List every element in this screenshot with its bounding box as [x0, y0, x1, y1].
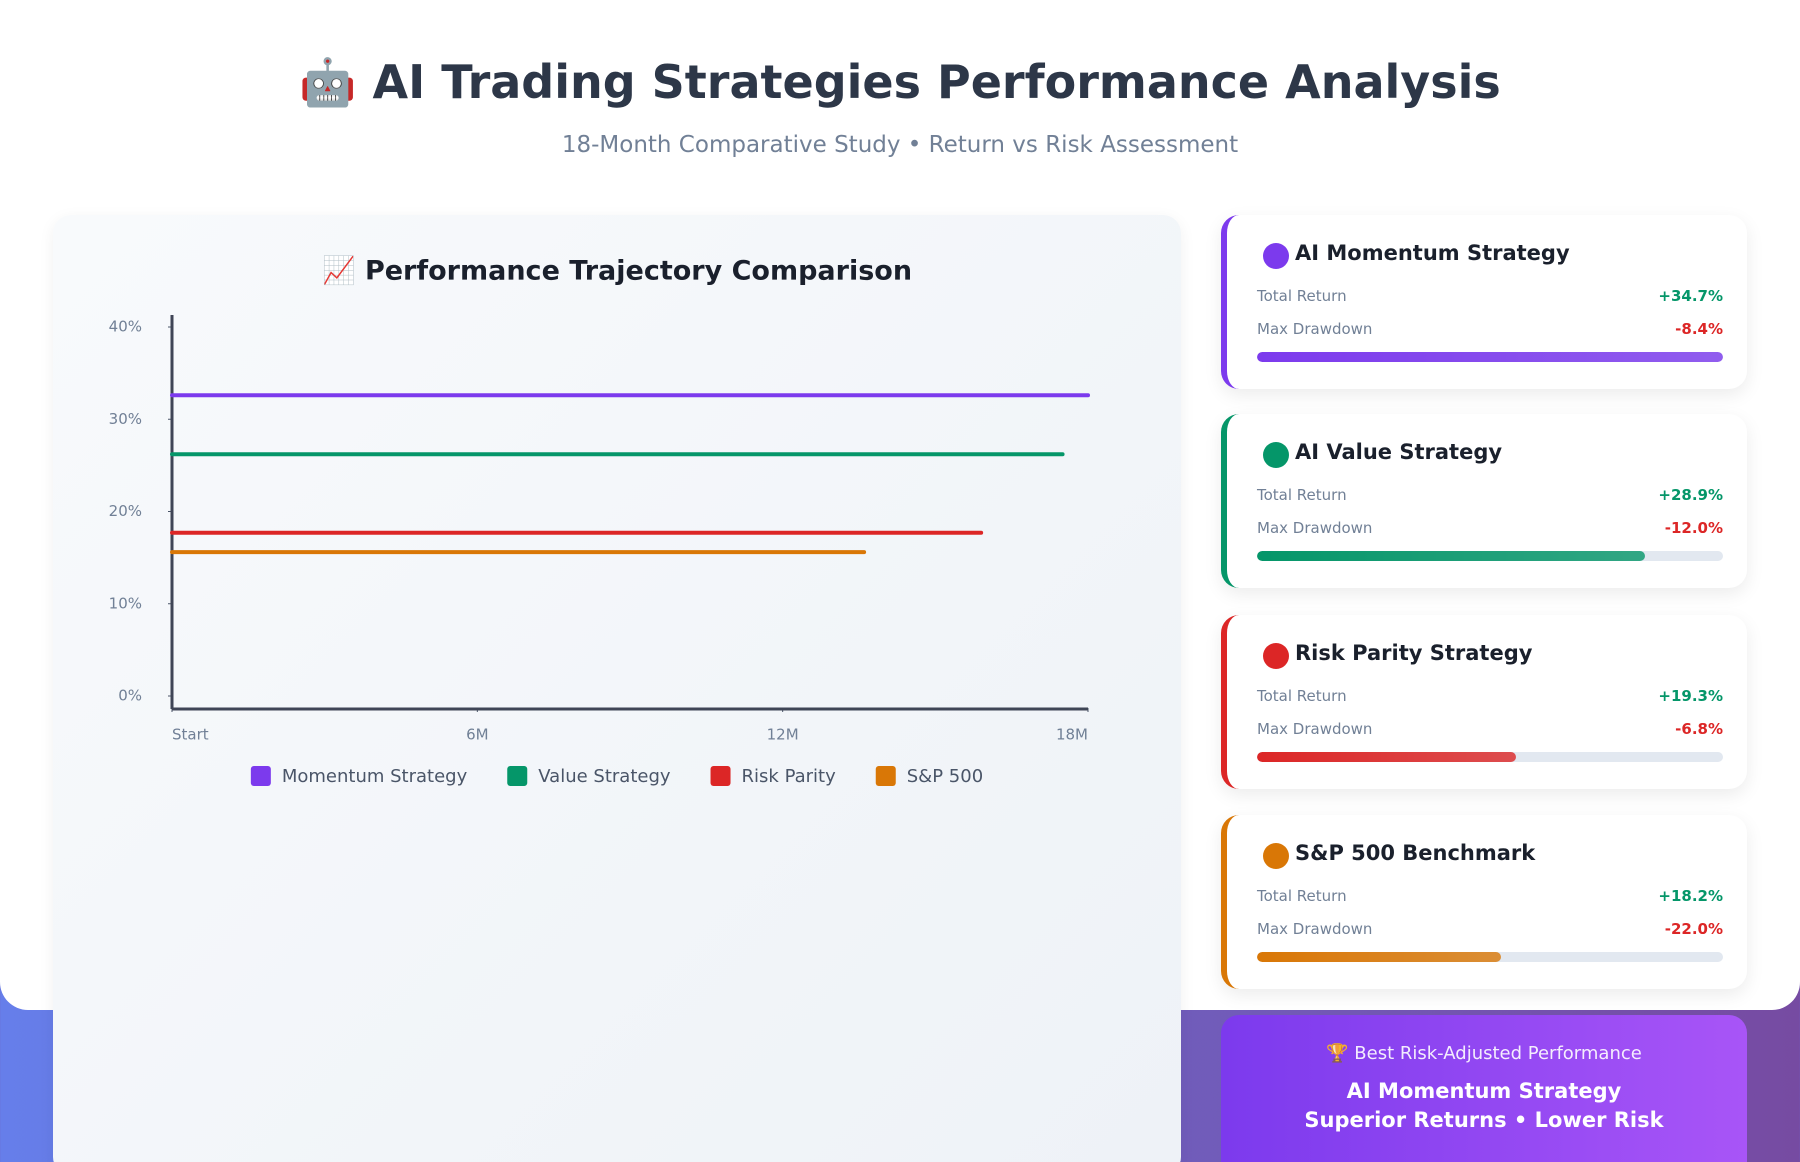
progress-bar	[1257, 551, 1646, 561]
x-tick-label: Start	[172, 726, 209, 744]
progress-bar	[1257, 352, 1723, 362]
return-label: Total Return	[1257, 287, 1347, 305]
card-dot	[1263, 843, 1289, 869]
y-tick-label: 10%	[109, 594, 142, 612]
y-tick-label: 40%	[109, 318, 142, 336]
return-label: Total Return	[1257, 687, 1347, 705]
legend-swatch	[875, 766, 896, 786]
y-tick-label: 0%	[118, 687, 142, 705]
legend-label: Value Strategy	[538, 766, 671, 787]
return-label: Total Return	[1257, 486, 1347, 504]
legend-label: S&P 500	[907, 766, 983, 787]
strategy-card: Risk Parity Strategy Total Return +19.3% Ma…	[1221, 615, 1747, 789]
x-tick-label: 12M	[767, 726, 799, 744]
banner-line: Superior Returns • Lower Risk	[1304, 1108, 1664, 1132]
strategy-card: AI Value Strategy Total Return +28.9% Max D…	[1221, 414, 1747, 588]
card-dot	[1263, 442, 1289, 468]
card-name: AI Value Strategy	[1295, 440, 1503, 464]
chart: 📈 Performance Trajectory Comparison 0% 10…	[109, 255, 1090, 787]
drawdown-value: -6.8%	[1675, 720, 1723, 738]
legend-swatch	[710, 766, 731, 786]
progress-track	[1257, 352, 1723, 362]
drawdown-value: -22.0%	[1664, 920, 1723, 938]
card-dot	[1263, 643, 1289, 669]
drawdown-label: Max Drawdown	[1257, 320, 1373, 338]
banner: 🏆 Best Risk-Adjusted Performance AI Mome…	[1221, 1015, 1747, 1162]
legend-label: Momentum Strategy	[282, 766, 468, 787]
page-title: 🤖 AI Trading Strategies Performance Anal…	[299, 55, 1501, 109]
return-label: Total Return	[1257, 887, 1347, 905]
legend-swatch	[250, 766, 271, 786]
y-tick-label: 30%	[109, 410, 142, 428]
progress-bar	[1257, 752, 1517, 762]
drawdown-value: -12.0%	[1664, 519, 1723, 537]
drawdown-label: Max Drawdown	[1257, 720, 1373, 738]
drawdown-label: Max Drawdown	[1257, 920, 1373, 938]
y-tick-label: 20%	[109, 502, 142, 520]
legend: Momentum Strategy Value Strategy Risk Pari…	[250, 766, 983, 787]
banner-line: AI Momentum Strategy	[1346, 1079, 1622, 1103]
legend-label: Risk Parity	[742, 766, 837, 787]
return-value: +18.2%	[1658, 887, 1723, 905]
chart-title: 📈 Performance Trajectory Comparison	[322, 255, 912, 287]
return-value: +28.9%	[1658, 486, 1723, 504]
drawdown-label: Max Drawdown	[1257, 519, 1373, 537]
return-value: +19.3%	[1658, 687, 1723, 705]
banner-label: 🏆 Best Risk-Adjusted Performance	[1326, 1043, 1642, 1064]
card-name: S&P 500 Benchmark	[1295, 841, 1536, 865]
strategy-card: AI Momentum Strategy Total Return +34.7% Ma…	[1221, 215, 1747, 389]
progress-bar	[1257, 952, 1502, 962]
legend-swatch	[507, 766, 528, 786]
progress-track	[1257, 752, 1723, 762]
card-dot	[1263, 243, 1289, 269]
x-tick-label: 6M	[466, 726, 489, 744]
card-name: Risk Parity Strategy	[1295, 641, 1533, 665]
chart-panel: 📈 Performance Trajectory Comparison 0% 10…	[53, 215, 1181, 1162]
drawdown-value: -8.4%	[1675, 320, 1723, 338]
x-tick-label: 18M	[1056, 726, 1088, 744]
progress-track	[1257, 551, 1723, 561]
progress-track	[1257, 952, 1723, 962]
card-name: AI Momentum Strategy	[1295, 241, 1570, 265]
strategy-card: S&P 500 Benchmark Total Return +18.2% Max D…	[1221, 815, 1747, 989]
return-value: +34.7%	[1658, 287, 1723, 305]
page-subtitle: 18-Month Comparative Study • Return vs R…	[561, 132, 1239, 158]
